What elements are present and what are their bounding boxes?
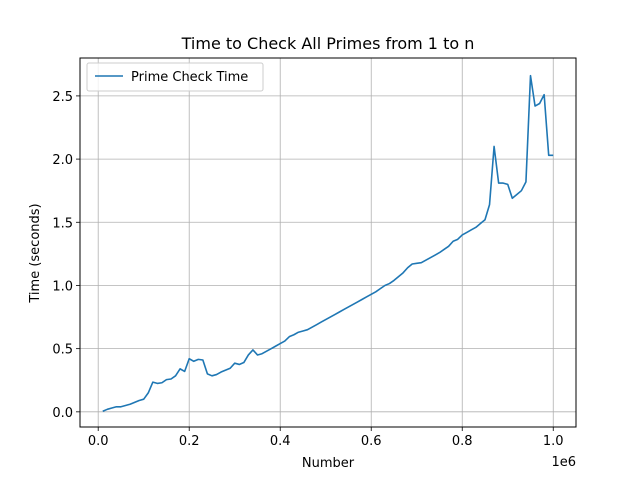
x-tick-label: 0.8	[452, 434, 473, 449]
x-axis: 0.0 0.2 0.4 0.6 0.8 1.0	[88, 427, 564, 449]
legend: Prime Check Time	[86, 62, 264, 92]
x-tick-label: 1.0	[543, 434, 564, 449]
x-tick-label: 0.0	[88, 434, 109, 449]
x-axis-label: Number	[302, 456, 355, 471]
x-tick-label: 0.4	[270, 434, 291, 449]
y-axis-label: Time (seconds)	[28, 203, 43, 303]
chart-title: Time to Check All Primes from 1 to n	[181, 34, 475, 53]
legend-box	[86, 62, 264, 92]
series-line-prime-check-time	[102, 74, 554, 412]
legend-entry-label: Prime Check Time	[131, 70, 248, 85]
plot-frame	[79, 57, 577, 428]
y-tick-label: 1.5	[52, 216, 73, 231]
y-tick-label: 0.0	[52, 406, 73, 421]
series-layer	[102, 74, 554, 412]
x-axis-offset-label: 1e6	[551, 455, 576, 470]
y-tick-label: 0.5	[52, 343, 73, 358]
grid	[80, 58, 576, 427]
y-axis: 0.0 0.5 1.0 1.5 2.0 2.5	[52, 90, 80, 421]
y-tick-label: 2.5	[52, 90, 73, 105]
y-tick-label: 2.0	[52, 153, 73, 168]
y-tick-label: 1.0	[52, 279, 73, 294]
x-tick-label: 0.6	[361, 434, 382, 449]
x-tick-label: 0.2	[179, 434, 200, 449]
